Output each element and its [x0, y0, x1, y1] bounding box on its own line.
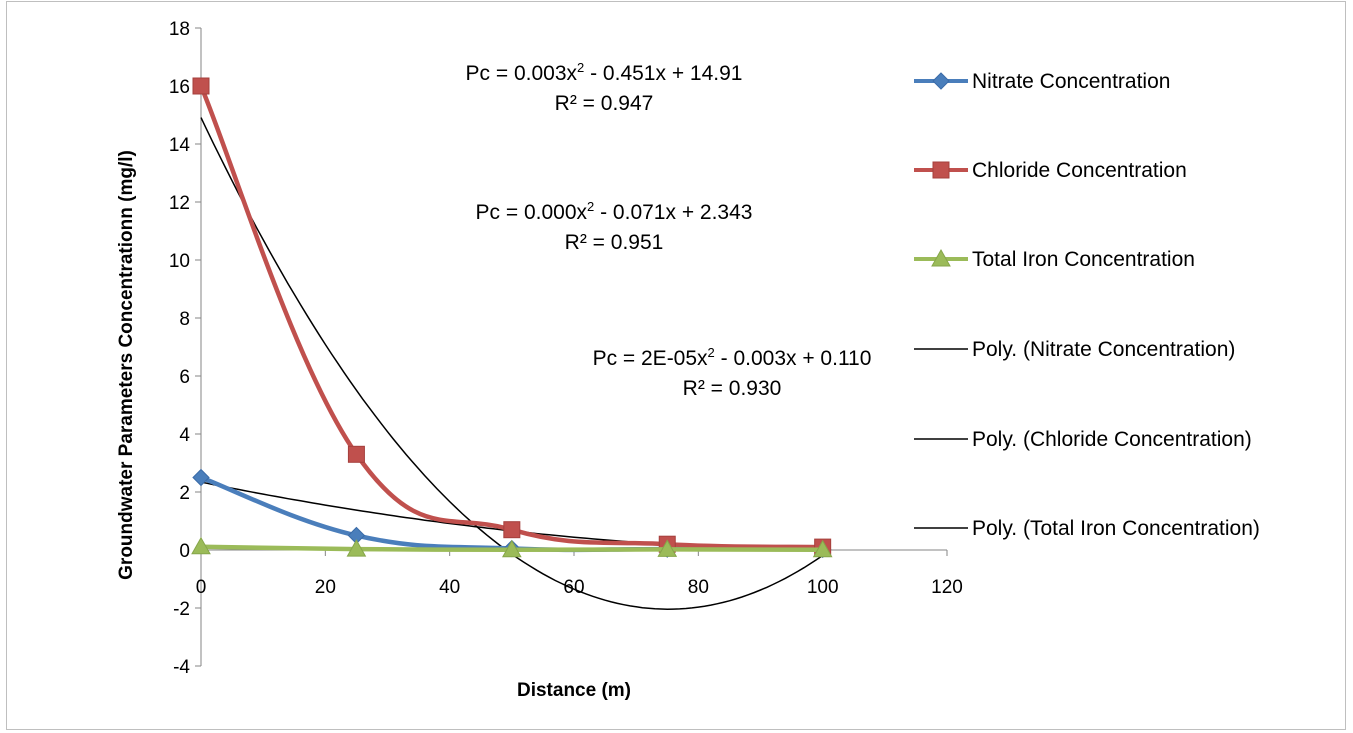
x-tick-label: 60 [563, 577, 584, 598]
y-tick-label: 14 [169, 135, 191, 156]
y-tick-label: 16 [169, 77, 190, 98]
series-line-chloride [198, 83, 825, 550]
legend-label: Nitrate Concentration [972, 70, 1170, 93]
equation-1-superscript: 2 [577, 60, 584, 75]
legend-item: Poly. (Nitrate Concentration) [914, 338, 1235, 361]
x-tick-label: 20 [315, 577, 336, 598]
series-line-nitrate [198, 475, 825, 553]
chloride-point [503, 521, 521, 539]
equation-3: Pc = 2E-05x2 - 0.003x + 0.110 [593, 345, 872, 370]
iron-point [812, 539, 833, 558]
x-tick-label: 100 [807, 577, 839, 598]
iron-point [191, 536, 211, 555]
y-tick-label: 6 [179, 367, 190, 388]
equation-layer: Pc = 0.003x2 - 0.451x + 14.91 R² = 0.947… [466, 60, 872, 400]
x-axis-title: Distance (m) [517, 680, 631, 701]
x-tick-label: 0 [196, 577, 207, 598]
y-tick-label: -2 [173, 599, 190, 620]
x-tick-label: 40 [439, 577, 460, 598]
y-tick-label: 8 [179, 309, 190, 330]
legend-marker [932, 72, 950, 90]
legend-item: Total Iron Concentration [914, 248, 1195, 271]
iron-point [657, 539, 678, 557]
nitrate-point [192, 468, 210, 487]
y-tick-label: 2 [179, 483, 190, 504]
legend-label: Total Iron Concentration [972, 248, 1195, 271]
legend-item: Poly. (Chloride Concentration) [914, 428, 1252, 451]
equation-1: Pc = 0.003x2 - 0.451x + 14.91 [466, 60, 743, 85]
y-axis-title: Groundwater Parameters Concentrationn (m… [116, 150, 137, 580]
equation-2-r2: R² = 0.951 [565, 231, 664, 254]
legend-marker [932, 161, 950, 179]
x-tick-label: 120 [931, 577, 963, 598]
chloride-point [192, 77, 210, 95]
legend-item: Poly. (Total Iron Concentration) [914, 517, 1260, 540]
legend-label: Chloride Concentration [972, 159, 1187, 182]
series-layer [191, 77, 833, 559]
equation-2-superscript: 2 [587, 199, 594, 214]
legend-label: Poly. (Nitrate Concentration) [972, 338, 1235, 361]
legend-marker [931, 248, 951, 267]
y-axis: -4 -2 0 2 4 6 8 10 12 14 16 18 [169, 19, 202, 678]
iron-point [501, 539, 522, 558]
y-tick-label: 10 [169, 251, 190, 272]
legend-item: Chloride Concentration [914, 159, 1187, 182]
equation-2: Pc = 0.000x2 - 0.071x + 2.343 [476, 199, 753, 224]
legend-label: Poly. (Total Iron Concentration) [972, 517, 1260, 540]
y-tick-label: 0 [179, 541, 190, 562]
equation-3-superscript: 2 [708, 345, 715, 360]
legend: Nitrate Concentration Chloride Concentrat… [914, 70, 1260, 540]
legend-label: Poly. (Chloride Concentration) [972, 428, 1252, 451]
y-tick-label: -4 [173, 657, 190, 678]
equation-1-r2: R² = 0.947 [555, 92, 654, 115]
chloride-point [347, 445, 365, 463]
y-tick-label: 12 [169, 193, 190, 214]
y-tick-label: 4 [179, 425, 190, 446]
legend-item: Nitrate Concentration [914, 70, 1170, 93]
iron-point [346, 539, 367, 557]
equation-3-r2: R² = 0.930 [683, 377, 782, 400]
x-tick-label: 80 [688, 577, 709, 598]
y-tick-label: 18 [169, 19, 190, 40]
